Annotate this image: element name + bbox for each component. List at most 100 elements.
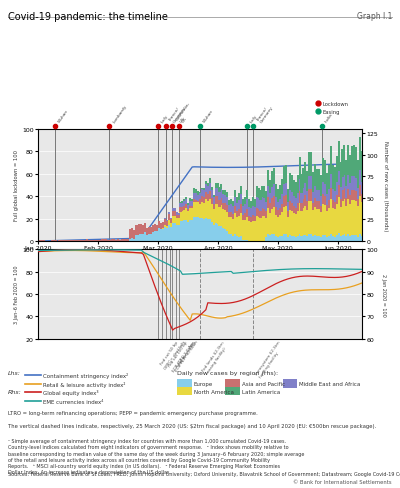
Bar <box>349 155 351 183</box>
Bar <box>226 212 228 231</box>
Bar <box>176 219 178 225</box>
Bar <box>351 177 353 190</box>
Bar <box>328 189 330 201</box>
Bar <box>308 177 310 190</box>
Bar <box>345 237 348 242</box>
Bar <box>262 186 264 198</box>
Bar <box>183 206 186 210</box>
Bar <box>295 215 297 237</box>
Bar <box>236 197 238 203</box>
Bar <box>355 236 357 242</box>
Bar <box>344 175 346 189</box>
Bar <box>131 239 133 242</box>
Bar <box>298 180 300 192</box>
Bar <box>281 204 283 213</box>
Text: Middle East and Africa: Middle East and Africa <box>300 381 361 386</box>
Text: Rhs:: Rhs: <box>8 389 22 394</box>
Bar <box>296 212 299 237</box>
Bar <box>216 224 218 242</box>
Text: ECB LTRO 3-6 Apr: ECB LTRO 3-6 Apr <box>172 340 196 372</box>
Bar <box>187 222 189 242</box>
Bar <box>250 209 252 218</box>
Bar <box>213 204 215 210</box>
Bar <box>207 195 209 202</box>
Bar <box>265 237 267 242</box>
Bar <box>306 210 308 236</box>
Bar <box>176 215 178 219</box>
Bar <box>267 186 269 197</box>
Bar <box>209 200 211 220</box>
Bar <box>244 220 246 241</box>
Bar <box>332 237 334 242</box>
Bar <box>330 200 332 234</box>
Bar <box>187 210 189 211</box>
Bar <box>220 226 222 242</box>
Bar <box>162 228 164 229</box>
Bar <box>162 223 164 228</box>
Bar <box>258 217 260 242</box>
Bar <box>134 236 137 242</box>
Bar <box>345 206 348 237</box>
Bar <box>170 219 172 220</box>
Bar <box>168 215 170 221</box>
Bar <box>328 237 330 242</box>
Bar <box>90 240 92 242</box>
Bar <box>359 185 361 197</box>
Bar <box>244 197 246 205</box>
Bar <box>283 207 285 235</box>
Bar <box>123 240 125 241</box>
Bar <box>328 208 330 237</box>
Bar <box>353 177 355 190</box>
Bar <box>244 205 246 214</box>
Bar <box>224 190 226 195</box>
Y-axis label: Number of new cases (thousands): Number of new cases (thousands) <box>383 141 388 230</box>
Bar <box>344 200 346 235</box>
Bar <box>289 211 291 236</box>
Bar <box>220 190 222 199</box>
Bar <box>160 224 162 230</box>
Bar <box>357 206 359 237</box>
Bar <box>342 201 344 235</box>
Bar <box>334 167 336 191</box>
Bar <box>275 184 277 198</box>
Bar <box>300 212 302 237</box>
Bar <box>193 200 195 203</box>
Bar <box>218 188 220 192</box>
Bar <box>242 215 244 221</box>
Bar <box>168 213 170 215</box>
Bar <box>320 176 322 196</box>
Bar <box>347 189 349 200</box>
Bar <box>234 190 236 197</box>
Bar <box>326 211 328 238</box>
Bar <box>302 236 304 242</box>
Bar <box>287 203 289 211</box>
Bar <box>201 203 203 218</box>
Bar <box>170 224 172 228</box>
Bar <box>70 241 72 242</box>
Bar <box>312 211 314 237</box>
Bar <box>246 200 248 210</box>
Bar <box>256 217 258 242</box>
Bar <box>300 175 302 193</box>
Bar <box>213 225 215 242</box>
Bar <box>203 219 205 242</box>
Bar <box>265 218 267 237</box>
Bar <box>298 234 300 242</box>
Bar <box>240 205 242 213</box>
Bar <box>324 161 326 185</box>
Bar <box>248 207 250 216</box>
Text: Lhs:: Lhs: <box>8 370 21 375</box>
Bar <box>340 237 342 242</box>
Bar <box>314 207 316 236</box>
Bar <box>232 236 234 242</box>
Bar <box>277 218 279 237</box>
Bar <box>228 205 230 213</box>
Bar <box>318 191 320 202</box>
Bar <box>193 217 195 242</box>
Bar <box>201 188 203 190</box>
Bar <box>265 203 267 211</box>
Bar <box>279 216 281 237</box>
Bar <box>193 193 195 200</box>
Bar <box>107 240 109 242</box>
Bar <box>256 187 258 198</box>
